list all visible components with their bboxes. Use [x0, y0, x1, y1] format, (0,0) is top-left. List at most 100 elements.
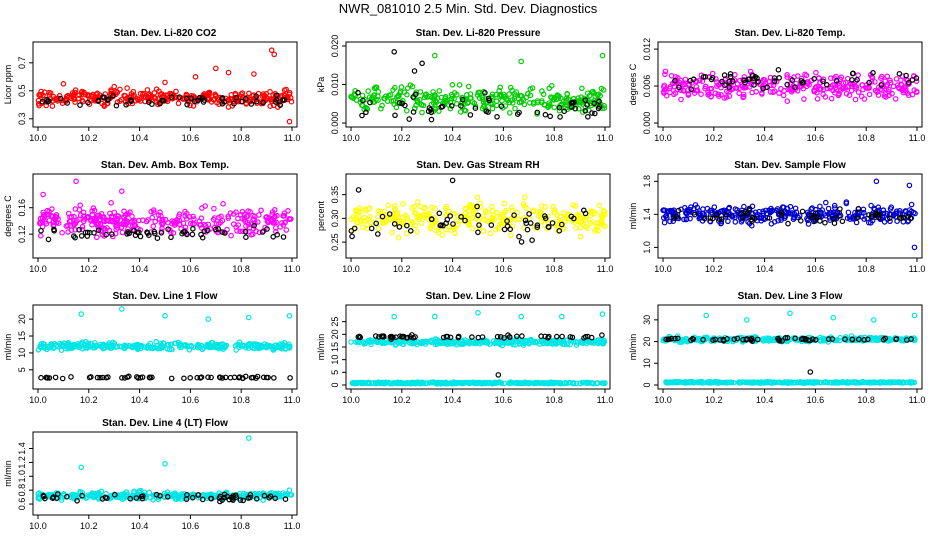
panel-3: Stan. Dev. Li-820 Temp.degrees C10.0 10.2…	[628, 28, 925, 143]
data-point	[837, 206, 843, 212]
data-point	[902, 208, 909, 214]
data-point	[114, 99, 121, 105]
data-point	[529, 237, 535, 244]
data-point	[504, 218, 510, 224]
data-point	[758, 215, 765, 222]
data-point	[831, 202, 838, 209]
outlier-point	[246, 435, 252, 441]
data-point	[875, 92, 882, 98]
data-point	[190, 213, 196, 220]
panel-title: Stan. Dev. Li-820 CO2	[114, 28, 217, 39]
data-point	[596, 98, 602, 105]
x-tick-label: 11.0	[597, 264, 614, 274]
data-point	[378, 105, 384, 112]
data-point	[436, 210, 443, 217]
data-point	[95, 97, 102, 104]
data-point	[204, 227, 211, 234]
data-point	[563, 102, 570, 109]
data-point	[39, 98, 46, 105]
y-tick-label: 0.6	[17, 498, 27, 511]
x-tick-label: 10.4	[756, 264, 774, 274]
data-point	[694, 87, 701, 93]
outlier-point	[225, 69, 232, 76]
panel-title: Stan. Dev. Sample Flow	[734, 160, 846, 171]
data-point	[190, 226, 196, 232]
data-point	[485, 95, 492, 102]
data-point	[89, 211, 96, 218]
data-point	[476, 222, 482, 228]
data-point	[385, 202, 392, 209]
data-point	[874, 211, 881, 218]
data-point	[489, 207, 496, 214]
data-point	[550, 204, 556, 210]
data-point	[79, 88, 86, 95]
y-tick-label: 20	[642, 337, 652, 347]
data-point	[909, 77, 916, 83]
data-point	[715, 91, 722, 98]
data-point	[806, 81, 812, 88]
data-point	[273, 92, 280, 99]
data-point	[842, 85, 849, 91]
data-point	[199, 95, 206, 101]
data-point	[813, 69, 819, 76]
data-point	[855, 72, 861, 78]
data-point	[893, 210, 899, 217]
data-point	[475, 89, 482, 96]
data-point	[700, 210, 706, 217]
data-point	[589, 208, 596, 215]
data-point	[872, 79, 878, 85]
data-point	[787, 211, 793, 217]
data-point	[551, 207, 558, 213]
data-point	[599, 216, 605, 222]
data-point	[577, 225, 584, 231]
data-point	[680, 88, 687, 94]
y-tick-label: 5	[17, 367, 27, 372]
data-point	[254, 96, 260, 102]
data-point	[495, 225, 502, 232]
x-tick-label: 10.0	[342, 395, 360, 405]
data-point	[104, 97, 111, 104]
data-point	[77, 212, 84, 218]
data-point	[545, 104, 551, 111]
data-point	[497, 211, 504, 218]
data-point	[882, 91, 889, 97]
x-tick-label: 10.6	[807, 395, 825, 405]
data-point	[428, 216, 435, 223]
data-point	[107, 210, 113, 217]
outlier-point	[419, 60, 425, 67]
data-point	[183, 95, 190, 102]
data-point	[577, 218, 583, 225]
data-point	[409, 83, 416, 90]
data-point	[855, 89, 862, 95]
x-tick-label: 10.8	[857, 395, 875, 405]
data-point	[771, 78, 778, 85]
data-point	[833, 78, 840, 84]
data-point	[894, 82, 901, 88]
data-point	[238, 91, 244, 97]
data-point	[176, 94, 183, 100]
y-axis-label: ml/min	[316, 334, 326, 361]
x-tick-label: 10.4	[131, 133, 149, 143]
y-axis-label: Licor ppm	[3, 65, 13, 105]
data-point	[281, 213, 287, 219]
plot-frame	[657, 304, 923, 390]
data-point	[439, 232, 446, 238]
data-point	[703, 211, 710, 218]
data-point	[51, 226, 57, 233]
data-point	[59, 375, 66, 382]
data-point	[442, 226, 449, 233]
data-point	[259, 229, 266, 235]
data-point	[466, 207, 473, 214]
data-point	[880, 210, 887, 217]
data-point	[351, 225, 358, 232]
outlier-point	[391, 48, 398, 55]
data-point	[100, 94, 106, 101]
data-point	[562, 105, 569, 112]
data-point	[282, 219, 289, 225]
data-point	[497, 214, 504, 221]
data-point	[128, 98, 135, 105]
data-point	[601, 105, 608, 111]
data-point	[431, 215, 438, 222]
outlier-point	[162, 460, 168, 467]
